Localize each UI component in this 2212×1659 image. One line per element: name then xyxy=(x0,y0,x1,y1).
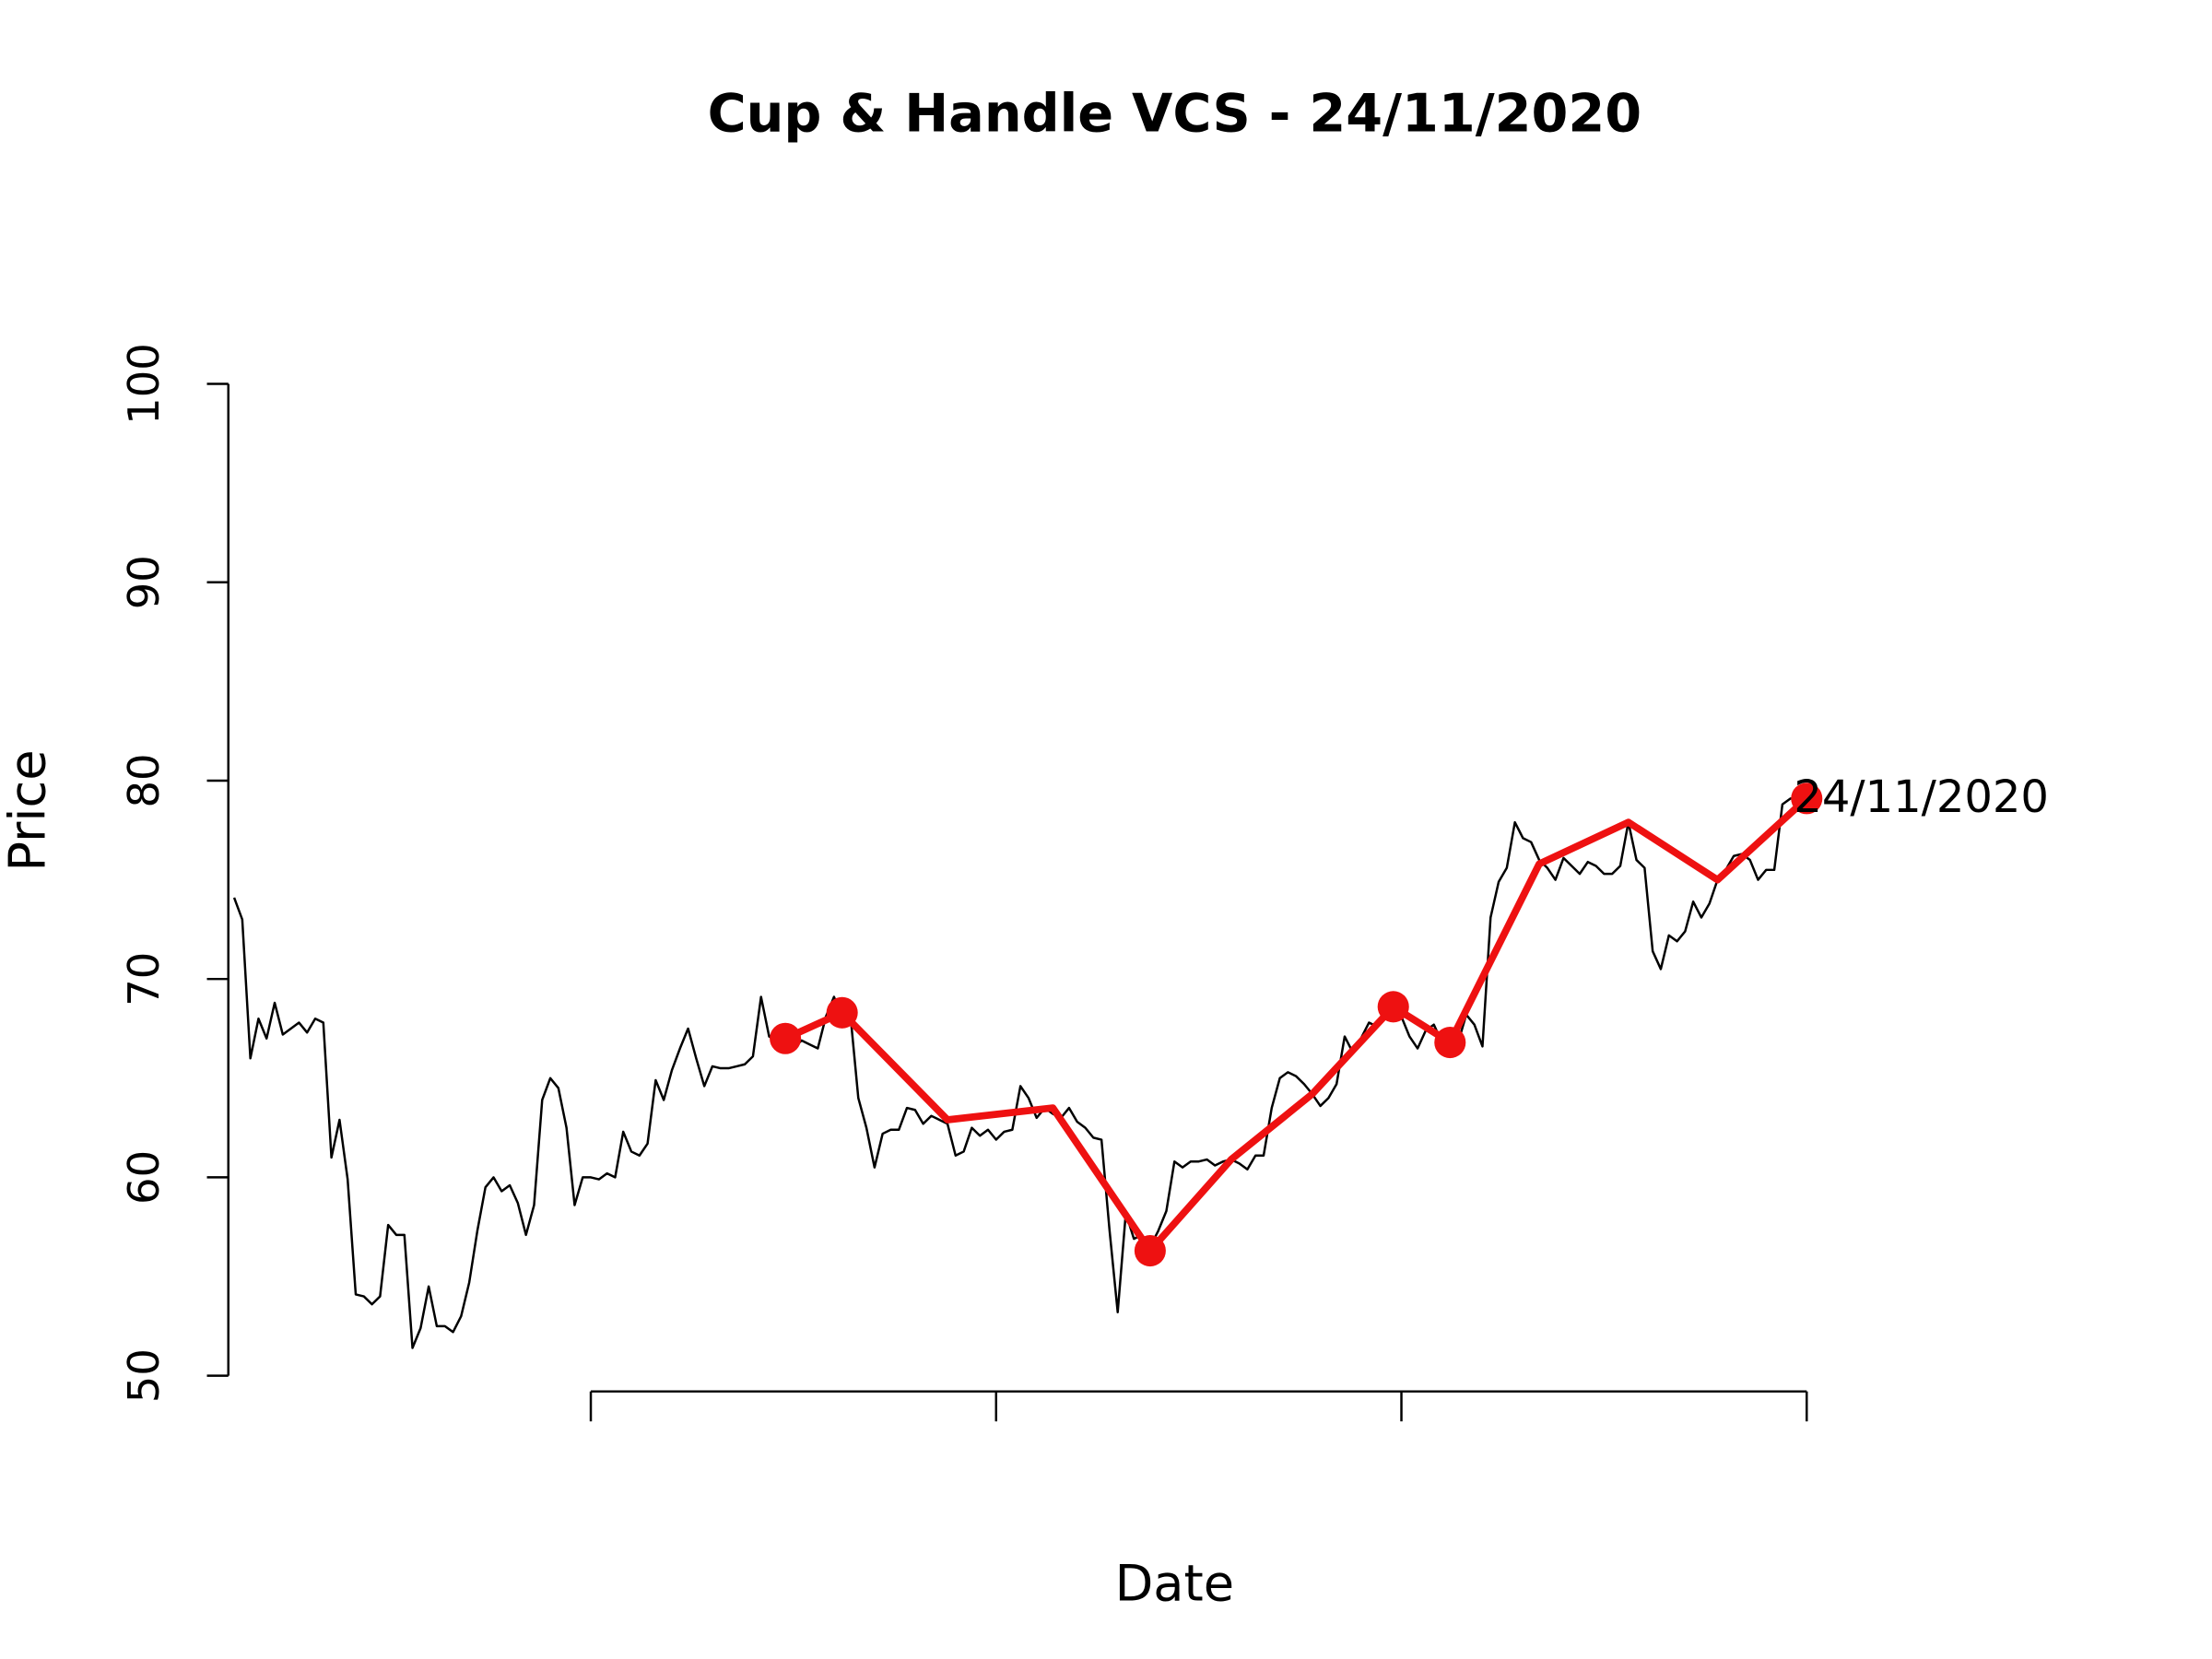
pattern-point xyxy=(1134,1235,1166,1267)
pattern-point xyxy=(1434,1027,1466,1059)
pattern-point xyxy=(1791,782,1823,815)
y-tick-label: 100 xyxy=(119,343,169,425)
pattern-point xyxy=(770,1022,802,1054)
y-tick-label: 80 xyxy=(119,753,169,807)
y-axis-label: Price xyxy=(0,749,57,871)
y-tick-label: 50 xyxy=(119,1348,169,1403)
pattern-point xyxy=(826,996,858,1029)
y-tick-label: 90 xyxy=(119,555,169,609)
y-tick-label: 70 xyxy=(119,952,169,1006)
annotation: 24/11/2020 xyxy=(1794,771,2049,823)
pattern-line xyxy=(783,795,1809,1254)
x-axis-label: Date xyxy=(1115,1554,1235,1612)
pattern-point xyxy=(1377,991,1409,1023)
chart-title: Cup & Handle VCS - 24/11/2020 xyxy=(708,83,1642,145)
y-tick-label: 60 xyxy=(119,1150,169,1205)
